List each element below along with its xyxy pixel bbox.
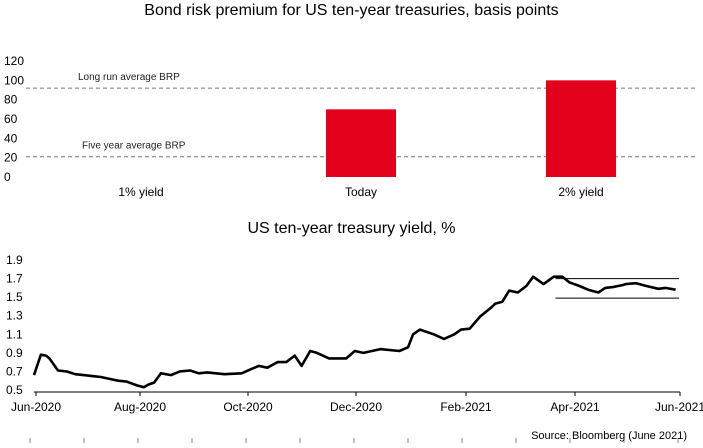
source-note: Source: Bloomberg (June 2021) (531, 430, 687, 442)
y-tick-label: 1.3 (6, 309, 23, 323)
chart1-title: Bond risk premium for US ten-year treasu… (144, 2, 559, 19)
yield-series-line (32, 275, 676, 389)
y-tick-label: 120 (4, 54, 24, 68)
x-tick-label: Aug-2020 (114, 400, 166, 414)
x-tick-label: Oct-2020 (223, 400, 273, 414)
x-tick-label: Apr-2021 (550, 400, 600, 414)
x-tick-label: 1% yield (118, 185, 163, 199)
reference-label: Long run average BRP (78, 72, 180, 83)
x-tick-label: Dec-2020 (330, 400, 382, 414)
y-tick-label: 0.7 (6, 364, 23, 378)
x-tick-label: Jun-2020 (11, 400, 61, 414)
y-tick-label: 80 (4, 93, 18, 107)
x-tick-label: 2% yield (558, 185, 603, 199)
y-tick-label: 40 (4, 131, 18, 145)
y-tick-label: 1.5 (6, 290, 23, 304)
y-tick-label: 20 (4, 151, 18, 165)
y-tick-label: 0 (4, 170, 11, 184)
y-tick-label: 1.7 (6, 272, 23, 286)
y-tick-label: 100 (4, 73, 24, 87)
y-tick-label: 0.9 (6, 346, 23, 360)
reference-label: Five year average BRP (82, 141, 186, 152)
x-tick-label: Feb-2021 (440, 400, 492, 414)
y-tick-label: 1.9 (6, 253, 23, 267)
chart2-title: US ten-year treasury yield, % (247, 220, 456, 237)
y-tick-label: 60 (4, 112, 18, 126)
y-tick-label: 1.1 (6, 327, 23, 341)
x-tick-label: Jun-2021 (655, 400, 703, 414)
bar (546, 80, 616, 177)
bond-risk-premium-chart: 120 100 80 60 40 20 0 Long run average BRP Five … (4, 54, 697, 199)
x-tick-label: Today (345, 185, 377, 199)
bar (326, 109, 396, 177)
y-tick-label: 0.5 (6, 383, 23, 397)
